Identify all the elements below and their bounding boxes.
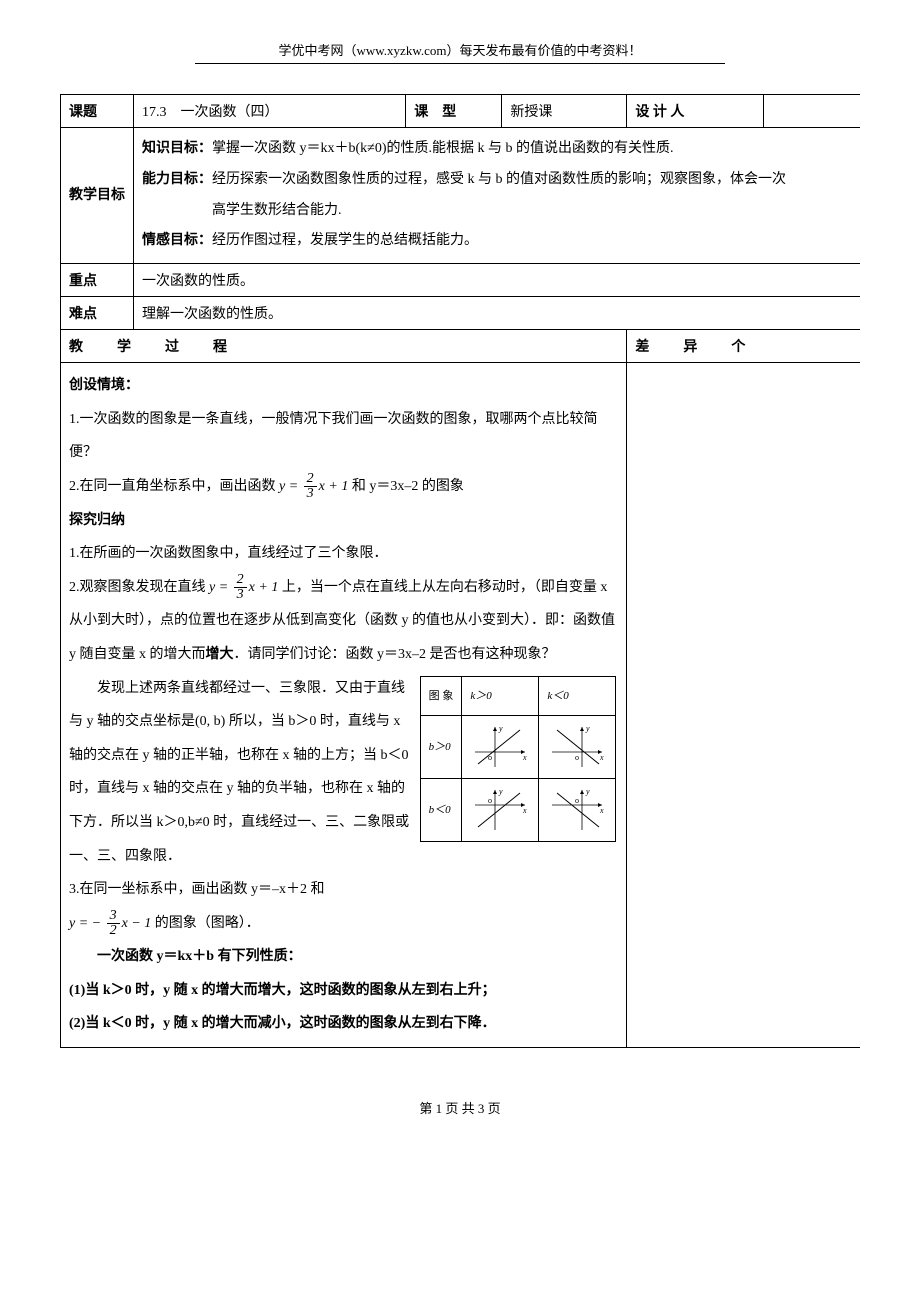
text-fragment: 2.观察图象发现在直线 bbox=[69, 580, 209, 595]
frac-num: 2 bbox=[234, 573, 247, 588]
ability-goal: 能力目标：经历探索一次函数图象性质的过程，感受 k 与 b 的值对函数性质的影响… bbox=[142, 165, 852, 196]
svg-text:x: x bbox=[522, 806, 527, 815]
paragraph: 1.在所画的一次函数图象中，直线经过了三个象限． bbox=[69, 537, 618, 571]
bold-text: 增大 bbox=[206, 647, 234, 662]
table-row: 教 学 过 程 差 异 个 bbox=[61, 330, 861, 363]
graph-cell: x yo bbox=[462, 778, 539, 841]
mini-graph-icon: x yo bbox=[547, 785, 607, 835]
frac-den: 2 bbox=[107, 924, 120, 938]
label-goals: 教学目标 bbox=[61, 128, 134, 264]
svg-text:o: o bbox=[575, 753, 579, 762]
property-1: (1)当 k＞0 时，y 随 x 的增大而增大，这时函数的图象从左到右上升； bbox=[69, 974, 618, 1008]
text-fragment: x − 1 bbox=[122, 916, 152, 931]
text-fragment: 的图象（图略）． bbox=[155, 916, 260, 931]
paragraph: 2.在同一直角坐标系中，画出函数 y = 23x + 1 和 y＝3x–2 的图… bbox=[69, 470, 618, 504]
ability-label: 能力目标： bbox=[142, 172, 212, 187]
type-value: 新授课 bbox=[502, 95, 627, 128]
text-fragment: y = bbox=[209, 580, 232, 595]
property-title: 一次函数 y＝kx＋b 有下列性质： bbox=[69, 940, 618, 974]
mini-graph-icon: x yo bbox=[470, 785, 530, 835]
svg-text:y: y bbox=[585, 787, 590, 796]
table-row: 课题 17.3 一次函数（四） 课 型 新授课 设 计 人 bbox=[61, 95, 861, 128]
graph-cell: x yo bbox=[539, 778, 616, 841]
section-title-1: 创设情境： bbox=[69, 369, 618, 403]
text-fragment: x + 1 bbox=[249, 580, 279, 595]
label-keypoint: 重点 bbox=[61, 264, 134, 297]
graph-head-kneg: k＜0 bbox=[539, 676, 616, 715]
svg-text:o: o bbox=[575, 796, 579, 805]
property-2: (2)当 k＜0 时，y 随 x 的增大而减小，这时函数的图象从左到右下降． bbox=[69, 1007, 618, 1041]
goals-cell: 知识目标：掌握一次函数 y＝kx＋b(k≠0)的性质.能根据 k 与 b 的值说… bbox=[134, 128, 861, 264]
graph-cell: xyo bbox=[462, 715, 539, 778]
emotion-label: 情感目标： bbox=[142, 233, 212, 248]
paragraph: 2.观察图象发现在直线 y = 23x + 1 上，当一个点在直线上从左向右移动… bbox=[69, 571, 618, 672]
side-column bbox=[627, 363, 860, 1048]
ability-goal-2: 高学生数形结合能力. bbox=[142, 196, 852, 227]
mini-graph-icon: x y o bbox=[547, 722, 607, 772]
graph-cell: x y o bbox=[539, 715, 616, 778]
header-divider bbox=[195, 63, 725, 64]
paragraph: 1.一次函数的图象是一条直线，一般情况下我们画一次函数的图象，取哪两个点比较简便… bbox=[69, 403, 618, 470]
svg-text:o: o bbox=[488, 796, 492, 805]
table-row: 创设情境： 1.一次函数的图象是一条直线，一般情况下我们画一次函数的图象，取哪两… bbox=[61, 363, 861, 1048]
text-fragment: 和 y＝3x–2 的图象 bbox=[352, 479, 464, 494]
diff-head: 差 异 个 bbox=[627, 330, 860, 363]
frac-den: 3 bbox=[234, 588, 247, 602]
table-row: 难点 理解一次函数的性质。 bbox=[61, 297, 861, 330]
text-fragment: y = − bbox=[69, 916, 105, 931]
svg-text:y: y bbox=[498, 724, 503, 733]
quadrant-graph-table: 图 象 k＞0 k＜0 b＞0 xyo bbox=[420, 676, 617, 842]
page-header: 学优中考网（www.xyzkw.com）每天发布最有价值的中考资料！ bbox=[60, 40, 860, 59]
knowledge-goal: 知识目标：掌握一次函数 y＝kx＋b(k≠0)的性质.能根据 k 与 b 的值说… bbox=[142, 134, 852, 165]
mini-graph-icon: xyo bbox=[470, 722, 530, 772]
frac-den: 3 bbox=[304, 487, 317, 501]
svg-text:y: y bbox=[585, 724, 590, 733]
table-row: 教学目标 知识目标：掌握一次函数 y＝kx＋b(k≠0)的性质.能根据 k 与 … bbox=[61, 128, 861, 264]
label-designer: 设 计 人 bbox=[627, 95, 763, 128]
svg-text:x: x bbox=[522, 753, 527, 762]
paragraph: 3.在同一坐标系中，画出函数 y＝–x＋2 和 bbox=[69, 873, 618, 907]
knowledge-label: 知识目标： bbox=[142, 141, 212, 156]
graph-row-bpos: b＞0 bbox=[420, 715, 462, 778]
svg-text:y: y bbox=[498, 787, 503, 796]
emotion-goal: 情感目标：经历作图过程，发展学生的总结概括能力。 bbox=[142, 226, 852, 257]
knowledge-text: 掌握一次函数 y＝kx＋b(k≠0)的性质.能根据 k 与 b 的值说出函数的有… bbox=[212, 141, 674, 156]
paragraph: y = − 32x − 1 的图象（图略）． bbox=[69, 907, 618, 941]
math-expr: y = − 32x − 1 bbox=[69, 916, 155, 931]
section-title-2: 探究归纳 bbox=[69, 504, 618, 538]
designer-value bbox=[763, 95, 860, 128]
label-type: 课 型 bbox=[406, 95, 502, 128]
graph-head-img: 图 象 bbox=[420, 676, 462, 715]
text-fragment: 2.在同一直角坐标系中，画出函数 bbox=[69, 479, 279, 494]
label-difficulty: 难点 bbox=[61, 297, 134, 330]
ability-text-1: 经历探索一次函数图象性质的过程，感受 k 与 b 的值对函数性质的影响；观察图象… bbox=[212, 172, 786, 187]
difficulty-text: 理解一次函数的性质。 bbox=[134, 297, 861, 330]
label-topic: 课题 bbox=[61, 95, 134, 128]
text-fragment: x + 1 bbox=[319, 479, 349, 494]
keypoint-text: 一次函数的性质。 bbox=[134, 264, 861, 297]
process-head: 教 学 过 程 bbox=[61, 330, 627, 363]
graph-row-bneg: b＜0 bbox=[420, 778, 462, 841]
topic-value: 17.3 一次函数（四） bbox=[134, 95, 406, 128]
svg-text:x: x bbox=[599, 753, 604, 762]
math-expr: y = 23x + 1 bbox=[209, 580, 282, 595]
math-expr: y = 23x + 1 bbox=[279, 479, 352, 494]
text-fragment: ．请同学们讨论：函数 y＝3x–2 是否也有这种现象？ bbox=[234, 647, 556, 662]
graph-head-kpos: k＞0 bbox=[462, 676, 539, 715]
frac-num: 3 bbox=[107, 909, 120, 924]
table-row: 重点 一次函数的性质。 bbox=[61, 264, 861, 297]
svg-text:x: x bbox=[599, 806, 604, 815]
text-fragment: y = bbox=[279, 479, 302, 494]
goals-label-text: 教学目标 bbox=[69, 188, 125, 203]
lesson-plan-table: 课题 17.3 一次函数（四） 课 型 新授课 设 计 人 教学目标 知识目标：… bbox=[60, 94, 860, 1048]
frac-num: 2 bbox=[304, 472, 317, 487]
main-content: 创设情境： 1.一次函数的图象是一条直线，一般情况下我们画一次函数的图象，取哪两… bbox=[61, 363, 627, 1048]
emotion-text: 经历作图过程，发展学生的总结概括能力。 bbox=[212, 233, 478, 248]
page-footer: 第 1 页 共 3 页 bbox=[60, 1098, 860, 1117]
